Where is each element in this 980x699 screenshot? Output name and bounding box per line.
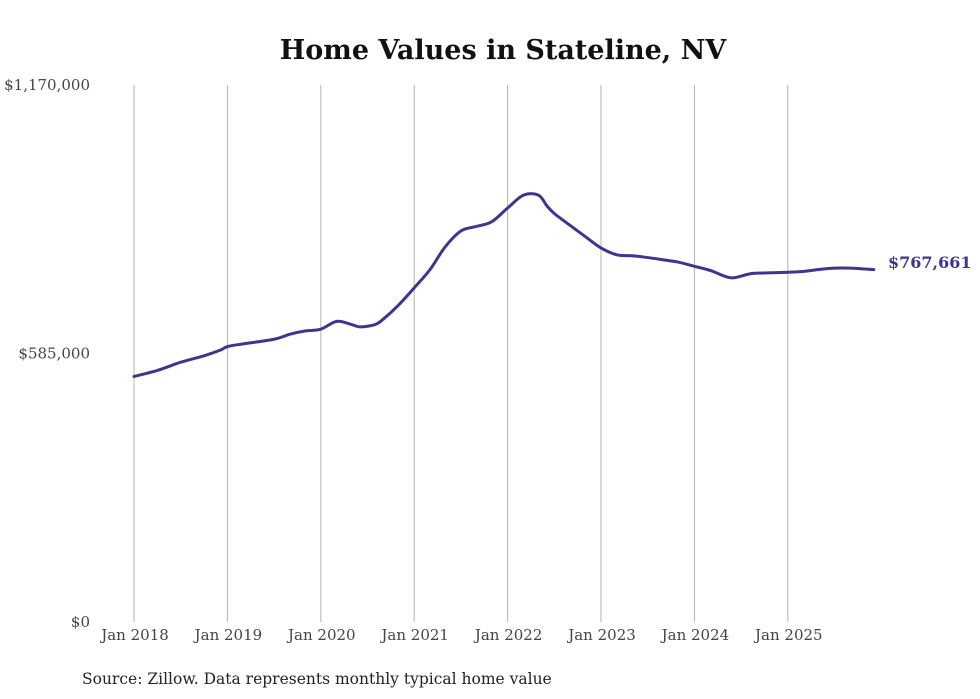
series-line-home-value — [132, 192, 876, 378]
source-note: Source: Zillow. Data represents monthly … — [82, 670, 552, 688]
series-group — [132, 192, 876, 378]
x-tick-label: Jan 2021 — [379, 626, 449, 644]
y-tick-label: $1,170,000 — [4, 76, 90, 94]
x-tick-label: Jan 2023 — [566, 626, 636, 644]
x-tick-label: Jan 2019 — [193, 626, 263, 644]
x-tick-label: Jan 2020 — [286, 626, 356, 644]
x-tick-label: Jan 2025 — [753, 626, 823, 644]
x-tick-label: Jan 2018 — [99, 626, 169, 644]
chart-title: Home Values in Stateline, NV — [280, 35, 728, 66]
gridlines — [133, 85, 789, 622]
x-tick-label: Jan 2022 — [473, 626, 543, 644]
x-axis-labels: Jan 2018 Jan 2019 Jan 2020 Jan 2021 Jan 2022… — [99, 626, 822, 644]
y-tick-label: $0 — [71, 613, 90, 631]
end-value-label: $767,661 — [888, 253, 972, 272]
y-axis-labels: $0 $585,000 $1,170,000 — [4, 76, 90, 631]
y-tick-label: $585,000 — [18, 345, 90, 363]
x-tick-label: Jan 2024 — [660, 626, 730, 644]
